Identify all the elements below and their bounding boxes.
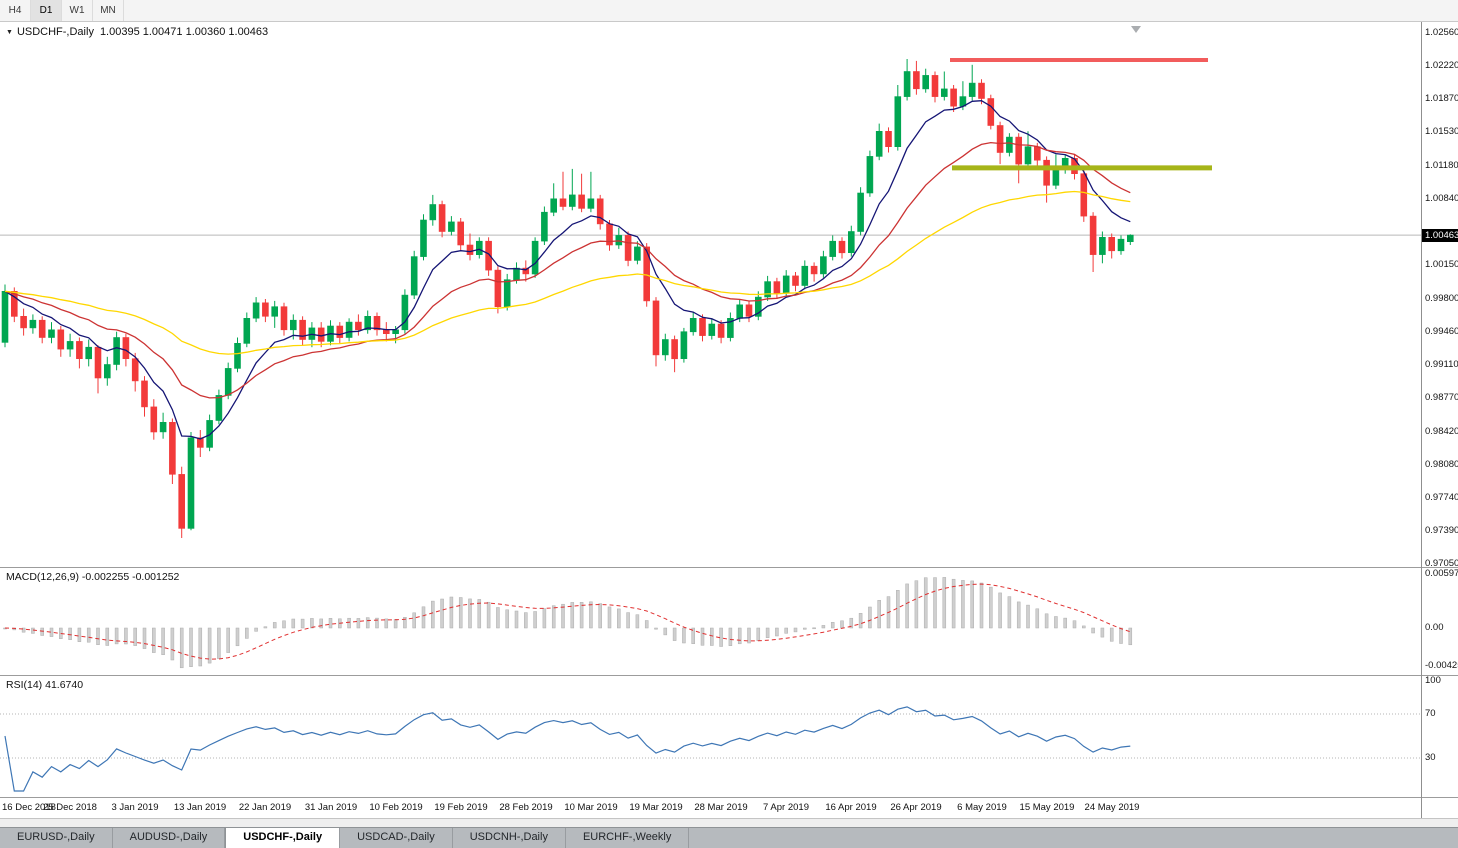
tab-usdchf-daily[interactable]: USDCHF-,Daily	[225, 828, 341, 848]
macd-canvas[interactable]	[0, 568, 1421, 675]
price-axis-label: 0.97050	[1425, 558, 1458, 569]
main-chart-canvas[interactable]	[0, 22, 1421, 567]
price-axis-label: 1.01530	[1425, 126, 1458, 137]
time-axis-label: 31 Jan 2019	[304, 802, 358, 813]
price-axis-label: 0.97740	[1425, 492, 1458, 503]
rsi-axis-label: 30	[1425, 752, 1436, 763]
macd-histogram	[3, 577, 1133, 669]
panel-separator[interactable]	[0, 567, 1458, 568]
panel-separator[interactable]	[0, 675, 1458, 676]
symbol-name: USDCHF-,Daily	[16, 26, 94, 38]
price-axis-label: 1.02220	[1425, 60, 1458, 71]
price-axis-label: 0.99460	[1425, 326, 1458, 337]
time-axis-label: 22 Jan 2019	[238, 802, 292, 813]
rsi-axis: 100 70 30	[1422, 676, 1458, 797]
price-axis-label: 0.97390	[1425, 525, 1458, 536]
time-axis-label: 19 Feb 2019	[434, 802, 488, 813]
macd-axis-label: 0.00	[1425, 622, 1444, 633]
time-axis-label: 6 May 2019	[957, 802, 1007, 813]
rsi-panel[interactable]	[0, 676, 1421, 797]
tab-audusd-daily[interactable]: AUDUSD-,Daily	[113, 828, 226, 848]
tab-usdcad-daily[interactable]: USDCAD-,Daily	[340, 828, 453, 848]
price-axis-label: 0.98080	[1425, 459, 1458, 470]
time-axis[interactable]: 16 Dec 2018 25 Dec 2018 3 Jan 2019 13 Jan 2…	[0, 798, 1458, 818]
time-axis-label: 3 Jan 2019	[111, 802, 159, 813]
price-axis-label: 0.99110	[1425, 359, 1458, 370]
price-axis-label: 0.98770	[1425, 392, 1458, 403]
price-axis-label: 0.98420	[1425, 426, 1458, 437]
time-axis-label: 28 Feb 2019	[499, 802, 553, 813]
rsi-name: RSI(14)	[6, 679, 43, 691]
ma-line-8	[4, 100, 1131, 440]
timeframe-button-w1[interactable]: W1	[62, 0, 93, 21]
macd-axis: 0.00597 0.00 -0.00425	[1422, 568, 1458, 675]
time-axis-label: 25 Dec 2018	[43, 802, 97, 813]
chart-symbol-label: ▼ USDCHF-,Daily 1.00395 1.00471 1.00360 1.…	[6, 26, 268, 38]
current-price-badge: 1.00463	[1422, 229, 1458, 242]
timeframe-toolbar: H4 D1 W1 MN	[0, 0, 1458, 22]
horizontal-scrollbar[interactable]	[0, 818, 1458, 827]
rsi-label: RSI(14) 41.6740	[6, 679, 83, 691]
macd-panel[interactable]	[0, 568, 1421, 675]
time-axis-label: 10 Feb 2019	[369, 802, 423, 813]
time-axis-label: 19 Mar 2019	[629, 802, 683, 813]
macd-values: -0.002255 -0.001252	[81, 571, 180, 583]
price-axis-label: 0.99800	[1425, 293, 1458, 304]
macd-signal-line	[4, 583, 1131, 660]
candlesticks	[1, 59, 1134, 538]
panel-separator	[0, 797, 1458, 798]
macd-axis-label: 0.00597	[1425, 568, 1458, 579]
time-axis-label: 10 Mar 2019	[564, 802, 618, 813]
time-axis-label: 24 May 2019	[1084, 802, 1140, 813]
macd-label: MACD(12,26,9) -0.002255 -0.001252	[6, 571, 179, 583]
tab-usdcnh-daily[interactable]: USDCNH-,Daily	[453, 828, 566, 848]
ma-line-50	[4, 190, 1131, 355]
price-axis[interactable]: 1.02560 1.02220 1.01870 1.01530 1.01180 1.008…	[1422, 22, 1458, 569]
price-axis-label: 1.01870	[1425, 93, 1458, 104]
tab-eurusd-daily[interactable]: EURUSD-,Daily	[0, 828, 113, 848]
main-chart-panel[interactable]	[0, 22, 1421, 567]
rsi-line	[4, 706, 1131, 792]
rsi-axis-label: 100	[1425, 675, 1441, 686]
chart-tabs-bar: EURUSD-,Daily AUDUSD-,Daily USDCHF-,Daily U…	[0, 827, 1458, 848]
macd-axis-label: -0.00425	[1425, 660, 1458, 671]
rsi-canvas[interactable]	[0, 676, 1421, 797]
tab-eurchf-weekly[interactable]: EURCHF-,Weekly	[566, 828, 690, 848]
time-axis-label: 7 Apr 2019	[763, 802, 809, 813]
rsi-axis-label: 70	[1425, 708, 1436, 719]
time-axis-label: 28 Mar 2019	[694, 802, 748, 813]
time-axis-label: 26 Apr 2019	[890, 802, 942, 813]
axis-divider-line	[1421, 22, 1422, 818]
time-axis-label: 13 Jan 2019	[173, 802, 227, 813]
macd-name: MACD(12,26,9)	[6, 571, 79, 583]
price-axis-label: 1.02560	[1425, 27, 1458, 38]
time-axis-label: 15 May 2019	[1019, 802, 1075, 813]
ma-line-20	[4, 141, 1131, 399]
price-axis-label: 1.00840	[1425, 193, 1458, 204]
timeframe-button-d1[interactable]: D1	[31, 0, 62, 21]
price-axis-label: 1.01180	[1425, 160, 1458, 171]
timeframe-button-mn[interactable]: MN	[93, 0, 124, 21]
price-axis-label: 1.00150	[1425, 259, 1458, 270]
dropdown-triangle-icon[interactable]: ▼	[6, 29, 13, 36]
ohlc-values: 1.00395 1.00471 1.00360 1.00463	[99, 26, 269, 38]
chart-shift-marker[interactable]	[1131, 26, 1141, 33]
rsi-value: 41.6740	[45, 679, 84, 691]
time-axis-label: 16 Apr 2019	[825, 802, 877, 813]
time-axis-label: 16 Dec 2018	[2, 802, 56, 813]
timeframe-button-h4[interactable]: H4	[0, 0, 31, 21]
